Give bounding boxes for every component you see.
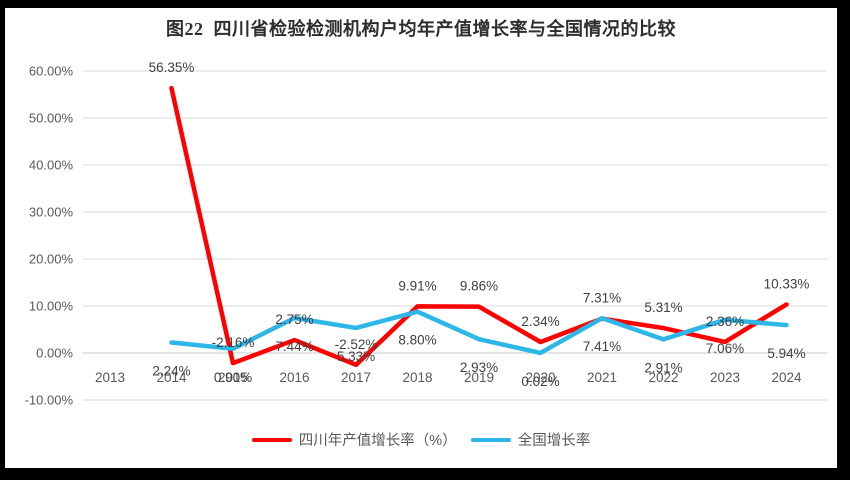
data-label-national: 2.91%: [644, 360, 682, 375]
data-label-national: 8.80%: [398, 333, 436, 348]
x-tick-label: 2014: [156, 370, 187, 385]
line-chart: 60.00% 50.00% 40.00% 30.00% 20.00% 10.00% 0.00…: [25, 60, 827, 408]
legend-label-sichuan: 四川年产值增长率（%）: [298, 433, 457, 449]
data-label-national: 2.93%: [460, 360, 498, 375]
legend: 四川年产值增长率（%） 全国增长率: [5, 429, 837, 450]
data-label-national: 5.94%: [767, 346, 805, 361]
y-tick-label: 10.00%: [29, 299, 74, 314]
data-label-sichuan: 2.36%: [706, 314, 744, 329]
legend-item-sichuan: 四川年产值增长率（%）: [251, 429, 457, 450]
y-tick-label: 20.00%: [29, 252, 74, 267]
y-tick-label: 60.00%: [29, 64, 74, 79]
x-tick-label: 2018: [402, 370, 432, 385]
national-line-swatch: [470, 437, 511, 442]
data-label-sichuan: 9.91%: [398, 278, 436, 293]
legend-item-national: 全国增长率: [470, 429, 591, 450]
x-tick-label: 2020: [525, 370, 555, 385]
y-tick-label: -10.00%: [25, 393, 74, 408]
x-tick-label: 2022: [648, 370, 678, 385]
data-label-sichuan: 7.31%: [583, 291, 621, 306]
y-tick-label: 50.00%: [29, 111, 74, 126]
data-label-sichuan: 5.31%: [644, 300, 682, 315]
sichuan-line-swatch: [251, 437, 292, 442]
data-label-national: 0.02%: [521, 374, 559, 389]
data-label-national: 0.90%: [214, 370, 252, 385]
data-label-sichuan: 10.33%: [764, 276, 810, 291]
legend-label-national: 全国增长率: [517, 433, 591, 449]
data-label-sichuan: -2.16%: [212, 335, 255, 350]
chart-title: 图22 四川省检验检测机构户均年产值增长率与全国情况的比较: [166, 19, 676, 39]
x-tick-label: 2015: [218, 370, 248, 385]
y-tick-label: 30.00%: [29, 205, 74, 220]
x-tick-label: 2021: [587, 370, 617, 385]
data-label-sichuan: -2.52%: [335, 337, 378, 352]
data-label-sichuan: 56.35%: [149, 60, 195, 75]
x-tick-label: 2017: [341, 370, 371, 385]
data-label-sichuan: 2.34%: [521, 314, 559, 329]
data-label-sichuan: 9.86%: [460, 279, 498, 294]
data-label-national: 7.06%: [706, 341, 744, 356]
x-tick-label: 2016: [279, 370, 309, 385]
data-label-national: 2.24%: [152, 363, 190, 378]
y-tick-label: 0.00%: [36, 346, 73, 361]
data-label-national: 5.33%: [337, 349, 375, 364]
series-line-sichuan: [169, 85, 789, 368]
x-tick-label: 2019: [464, 370, 494, 385]
data-label-sichuan: 2.75%: [275, 312, 313, 327]
series-line-national: [169, 309, 789, 356]
y-tick-label: 40.00%: [29, 158, 74, 173]
chart-frame: 图22 四川省检验检测机构户均年产值增长率与全国情况的比较 60.00% 50.0…: [5, 8, 837, 468]
data-label-national: 7.44%: [275, 339, 313, 354]
x-tick-label: 2023: [710, 370, 740, 385]
x-tick-label: 2024: [771, 370, 802, 385]
x-tick-label: 2013: [95, 370, 125, 385]
data-label-national: 7.41%: [583, 339, 621, 354]
